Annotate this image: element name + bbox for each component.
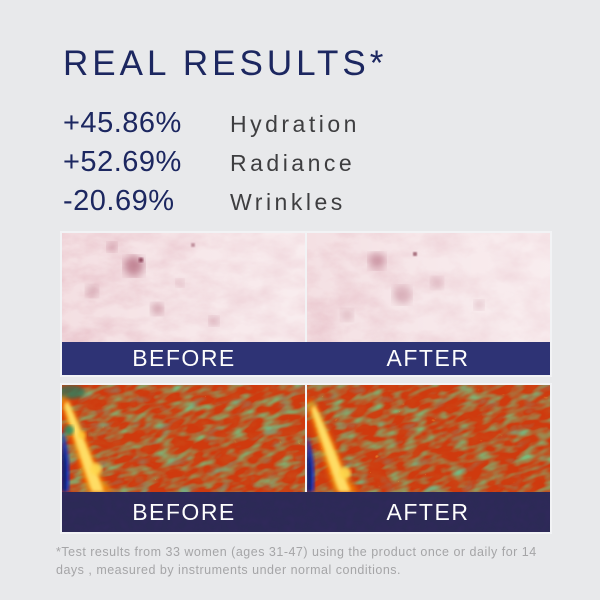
before-label: BEFORE — [132, 345, 236, 371]
panel-divider — [305, 385, 307, 492]
stat-row-hydration: +45.86% Hydration — [63, 104, 360, 143]
stat-value: +45.86% — [63, 107, 182, 139]
stat-row-wrinkles: -20.69% Wrinkles — [63, 182, 360, 221]
panel-divider — [305, 233, 307, 342]
disclaimer-line-1: *Test results from 33 women (ages 31-47)… — [56, 545, 537, 559]
thermal-scan-pair — [62, 385, 550, 492]
skin-photo-before-after-image — [62, 233, 550, 342]
skin-photo-pair — [62, 233, 550, 342]
stat-label: Hydration — [230, 111, 360, 137]
after-label: AFTER — [386, 345, 470, 371]
disclaimer-line-2: days , measured by instruments under nor… — [56, 563, 402, 577]
bar-noise-texture — [62, 492, 550, 532]
skin-photo-label-bar: BEFORE AFTER — [62, 342, 550, 375]
results-stats: +45.86% Hydration +52.69% Radiance -20.6… — [63, 104, 360, 221]
thermal-scan-label-bar: BEFORE AFTER — [62, 492, 550, 532]
before-label: BEFORE — [132, 498, 236, 525]
stat-label: Radiance — [230, 150, 356, 176]
skin-photo-comparison-block: BEFORE AFTER — [60, 231, 552, 377]
stat-value: -20.69% — [63, 185, 175, 217]
page-title: REAL RESULTS* — [63, 44, 388, 83]
thermal-scan-comparison-block: BEFORE AFTER — [60, 383, 552, 534]
stat-value: +52.69% — [63, 146, 182, 178]
disclaimer-text: *Test results from 33 women (ages 31-47)… — [56, 543, 561, 579]
stat-row-radiance: +52.69% Radiance — [63, 143, 360, 182]
thermal-scan-before-after-image — [62, 385, 550, 492]
after-label: AFTER — [386, 498, 470, 525]
stat-label: Wrinkles — [230, 189, 346, 215]
